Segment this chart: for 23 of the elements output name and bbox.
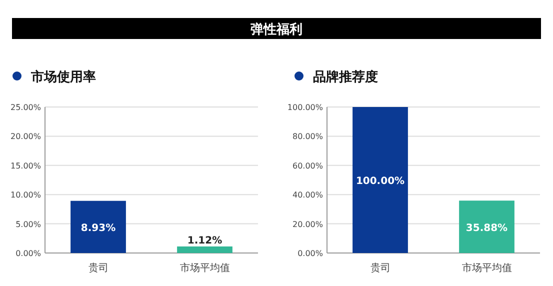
text: 弹性福利 bbox=[250, 22, 302, 38]
y-tick-label: 0.00% bbox=[16, 249, 42, 258]
chart-title: 市场使用率 bbox=[30, 69, 96, 85]
y-tick-label: 80.00% bbox=[292, 132, 324, 142]
x-tick-label: 贵司 bbox=[370, 262, 390, 274]
y-tick-label: 15.00% bbox=[10, 161, 42, 170]
data-label: 1.12% bbox=[187, 235, 222, 246]
y-tick-label: 5.00% bbox=[16, 220, 42, 229]
y-tick-label: 20.00% bbox=[292, 220, 324, 229]
y-tick-label: 20.00% bbox=[10, 132, 42, 142]
y-tick-label: 40.00% bbox=[292, 190, 324, 200]
x-tick-label: 市场平均值 bbox=[462, 262, 512, 274]
x-tick-label: 贵司 bbox=[88, 262, 108, 274]
x-tick-label: 市场平均值 bbox=[180, 262, 230, 274]
data-label: 100.00% bbox=[356, 176, 405, 187]
data-label: 8.93% bbox=[80, 222, 116, 234]
y-tick-label: 10.00% bbox=[10, 190, 42, 200]
data-label: 35.88% bbox=[466, 222, 508, 234]
y-tick-label: 25.00% bbox=[10, 103, 42, 112]
y-tick-label: 60.00% bbox=[292, 161, 324, 170]
y-tick-label: 0.00% bbox=[298, 249, 324, 258]
y-tick-label: 100.00% bbox=[287, 103, 324, 112]
chart-title: 品牌推荐度 bbox=[313, 69, 378, 85]
